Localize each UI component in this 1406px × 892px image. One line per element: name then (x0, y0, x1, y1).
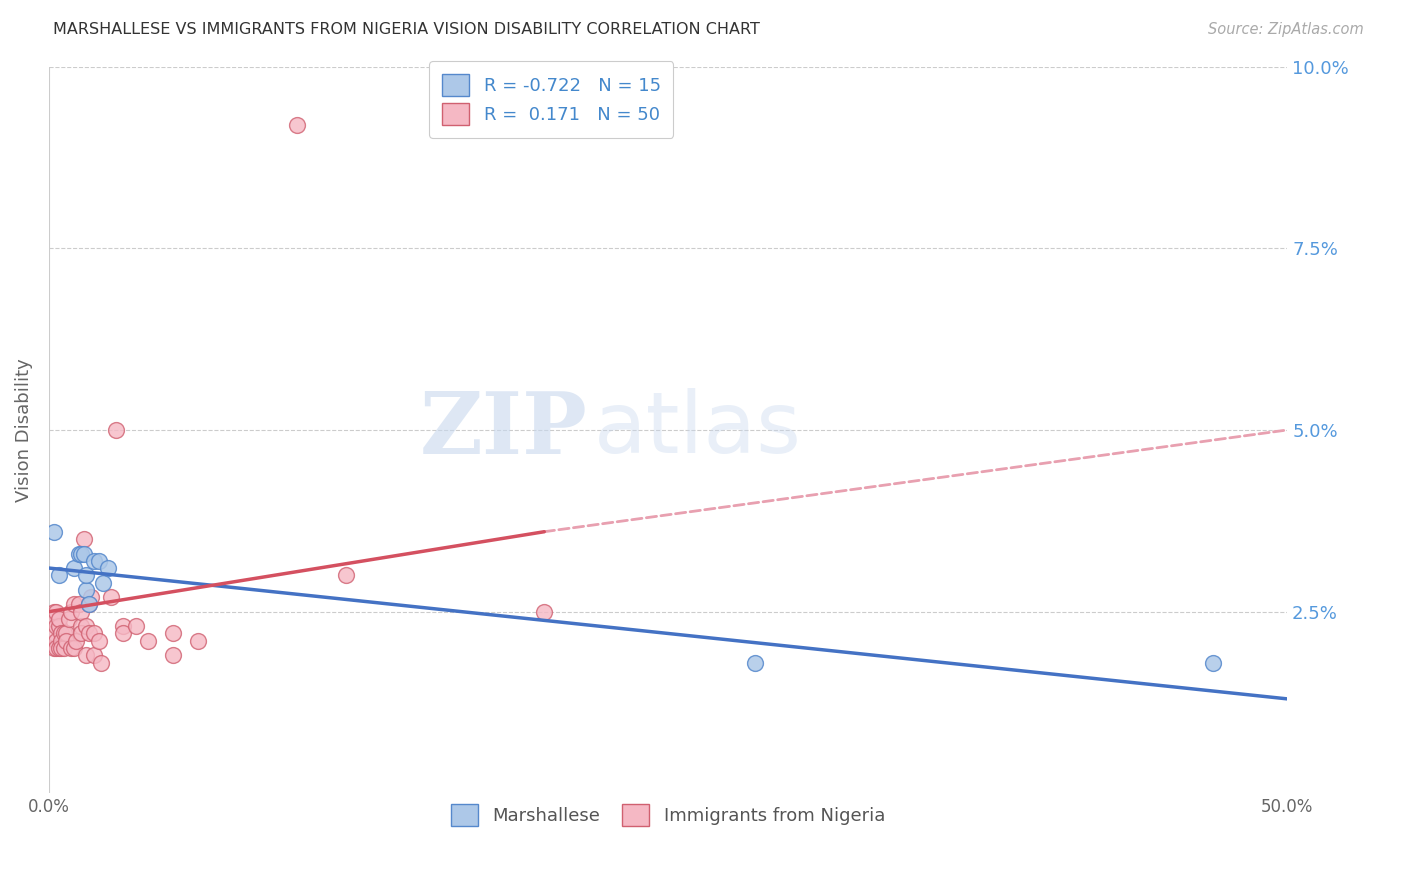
Point (42, 524, 65, 539)
Point (533, 605, 555, 619)
Point (104, 423, 127, 437)
Point (75, 582, 97, 597)
Point (70, 619, 93, 633)
Point (136, 633, 159, 648)
Point (75, 619, 97, 633)
Text: MARSHALLESE VS IMMIGRANTS FROM NIGERIA VISION DISABILITY CORRELATION CHART: MARSHALLESE VS IMMIGRANTS FROM NIGERIA V… (53, 22, 761, 37)
Point (80, 590, 103, 604)
Point (55, 633, 77, 648)
Point (162, 648, 184, 663)
Point (162, 626, 184, 640)
Point (1202, 656, 1225, 670)
Point (93, 575, 115, 590)
Point (90, 656, 112, 670)
Point (77, 626, 100, 640)
Point (75, 568, 97, 582)
Point (83, 648, 105, 663)
Point (124, 619, 146, 633)
Point (83, 626, 105, 640)
Point (100, 590, 122, 604)
Point (51, 633, 73, 648)
Text: Source: ZipAtlas.com: Source: ZipAtlas.com (1208, 22, 1364, 37)
Point (77, 598, 100, 612)
Point (52, 640, 75, 655)
Point (67, 598, 90, 612)
Point (45, 633, 67, 648)
Point (87, 633, 110, 648)
Point (42, 612, 65, 626)
Point (45, 605, 67, 619)
Point (83, 554, 105, 568)
Point (97, 561, 120, 575)
Point (75, 648, 97, 663)
Point (48, 619, 70, 633)
Point (744, 656, 766, 670)
Y-axis label: Vision Disability: Vision Disability (15, 358, 32, 502)
Point (60, 640, 83, 655)
Point (55, 626, 77, 640)
Point (58, 612, 80, 626)
Point (112, 619, 135, 633)
Point (51, 626, 73, 640)
Point (62, 561, 84, 575)
Point (48, 640, 70, 655)
Point (51, 640, 73, 655)
Point (52, 626, 75, 640)
Point (42, 640, 65, 655)
Point (112, 626, 135, 640)
Point (62, 640, 84, 655)
Legend: Marshallese, Immigrants from Nigeria: Marshallese, Immigrants from Nigeria (441, 795, 894, 835)
Point (285, 118, 308, 132)
Point (42, 626, 65, 640)
Point (48, 568, 70, 582)
Point (72, 532, 94, 546)
Text: atlas: atlas (593, 389, 801, 472)
Point (67, 547, 90, 561)
Point (72, 547, 94, 561)
Point (187, 633, 209, 648)
Point (70, 605, 93, 619)
Point (45, 619, 67, 633)
Point (70, 626, 93, 640)
Point (48, 612, 70, 626)
Point (65, 633, 87, 648)
Point (87, 554, 110, 568)
Point (45, 640, 67, 655)
Text: ZIP: ZIP (420, 388, 588, 472)
Point (60, 605, 83, 619)
Point (335, 568, 357, 582)
Point (77, 598, 100, 612)
Point (62, 598, 84, 612)
Point (42, 605, 65, 619)
Point (70, 547, 93, 561)
